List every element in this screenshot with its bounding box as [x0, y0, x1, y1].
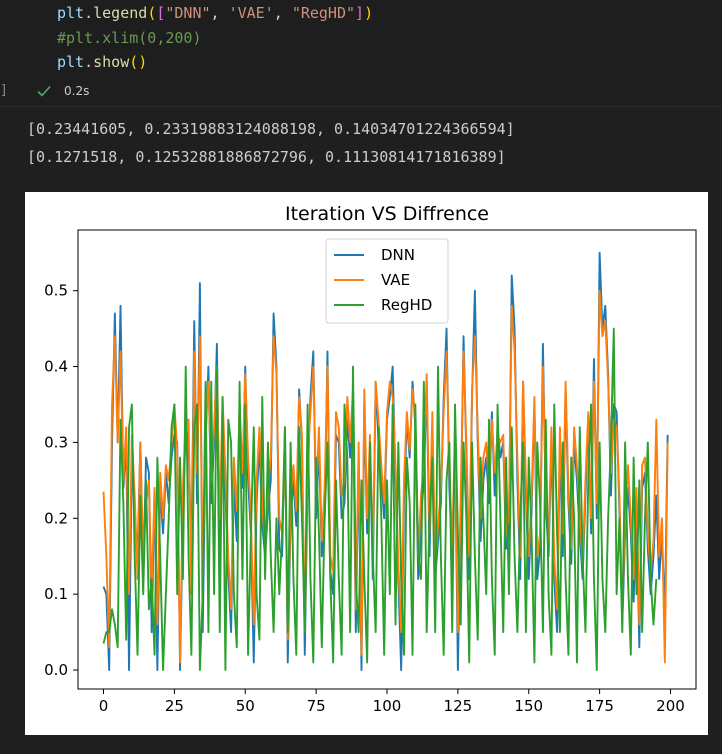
- y-tick-label: 0.0: [44, 661, 68, 679]
- code-token: (: [147, 4, 157, 22]
- code-token: 'VAE': [228, 4, 274, 22]
- x-tick-label: 150: [514, 697, 543, 715]
- y-tick-label: 0.1: [44, 585, 68, 603]
- x-tick-label: 100: [373, 697, 402, 715]
- y-tick-label: 0.4: [44, 358, 68, 376]
- code-token: (): [129, 53, 148, 71]
- code-line-show[interactable]: plt.show(): [57, 53, 147, 71]
- code-token: .: [84, 4, 94, 22]
- output-line-1: [0.23441605, 0.23319883124088198, 0.1403…: [27, 120, 515, 138]
- legend-label-vae: VAE: [381, 271, 410, 289]
- legend-label-dnn: DNN: [381, 246, 415, 264]
- legend-label-reghd: RegHD: [381, 296, 432, 314]
- execution-time: 0.2s: [64, 84, 90, 98]
- series-line-reghd: [102, 327, 658, 671]
- x-tick-label: 50: [236, 697, 255, 715]
- code-token: ): [364, 4, 374, 22]
- code-cell[interactable]: plt.legend(["DNN", 'VAE', "RegHD"]) #plt…: [0, 0, 722, 107]
- check-icon: [37, 85, 51, 97]
- code-token: "DNN": [165, 4, 211, 22]
- y-tick-label: 0.5: [44, 282, 68, 300]
- x-tick-label: 125: [444, 697, 473, 715]
- code-line-legend[interactable]: plt.legend(["DNN", 'VAE', "RegHD"]): [57, 4, 373, 22]
- output-line-2: [0.1271518, 0.12532881886872796, 0.11130…: [27, 148, 506, 166]
- legend-box: [325, 238, 449, 324]
- code-token: "RegHD": [291, 4, 356, 22]
- code-token: legend: [93, 4, 148, 22]
- code-token: ,: [210, 4, 229, 22]
- code-token: show: [93, 53, 130, 71]
- x-tick-label: 25: [165, 697, 184, 715]
- x-tick-label: 75: [307, 697, 326, 715]
- code-token: ]: [355, 4, 365, 22]
- chart-title: Iteration VS Diffrence: [285, 203, 489, 225]
- x-tick-label: 0: [99, 697, 109, 715]
- code-line-comment[interactable]: #plt.xlim(0,200): [57, 29, 202, 47]
- x-tick-label: 200: [656, 697, 685, 715]
- code-token: .: [84, 53, 94, 71]
- cell-status: 0.2s: [36, 80, 89, 102]
- code-token: [: [156, 4, 166, 22]
- y-tick-label: 0.2: [44, 509, 68, 527]
- line-chart: Iteration VS Diffrence 0 25 50 75 100 125 150 17…: [44, 203, 697, 715]
- x-tick-label: 175: [585, 697, 614, 715]
- plot-image: Iteration VS Diffrence 0 25 50 75 100 125 150 17…: [25, 192, 708, 735]
- execution-count: ]: [0, 83, 8, 98]
- code-token: plt: [57, 53, 85, 71]
- code-token: plt: [57, 4, 85, 22]
- code-token: ,: [273, 4, 292, 22]
- y-tick-label: 0.3: [44, 433, 68, 451]
